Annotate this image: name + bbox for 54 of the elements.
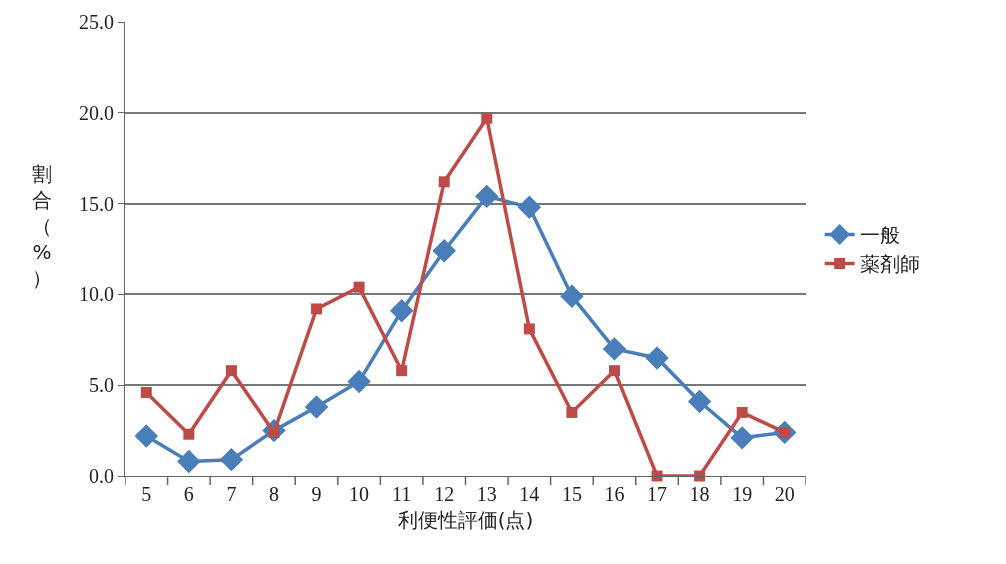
point (311, 303, 323, 315)
legend-label: 薬剤師 (859, 252, 920, 277)
point (687, 389, 712, 414)
x-tick-label: 7 (226, 483, 237, 505)
y-tick-label: 5.0 (89, 374, 114, 397)
x-tick-label: 13 (476, 483, 497, 505)
x-tick-label: 14 (519, 483, 540, 505)
point (730, 426, 754, 450)
x-tick-label: 19 (732, 483, 753, 505)
x-tick-label: 5 (141, 483, 152, 505)
point (140, 386, 152, 398)
point (304, 395, 329, 419)
x-tick-label: 16 (604, 483, 625, 505)
legend-label: 一般 (859, 223, 900, 248)
point (694, 470, 706, 482)
x-tick-label: 12 (434, 483, 455, 505)
x-axis-title: 利便性評価(点) (397, 507, 534, 532)
point (736, 406, 748, 418)
point (475, 184, 499, 209)
point (517, 195, 542, 219)
point (560, 284, 584, 308)
x-tick-label: 6 (183, 483, 194, 505)
point (219, 447, 244, 472)
point (177, 449, 201, 474)
x-tick-label: 18 (689, 483, 710, 505)
y-tick-label: 20.0 (79, 101, 114, 124)
point (438, 176, 450, 188)
point (481, 112, 493, 124)
point (353, 281, 365, 293)
point (523, 323, 535, 335)
point (396, 365, 408, 377)
y-tick-label: 15.0 (79, 192, 114, 215)
point (389, 299, 414, 323)
x-tick-label: 20 (774, 483, 795, 505)
y-axis-title: 割合（%） (32, 162, 52, 290)
y-tick-label: 0.0 (89, 465, 114, 487)
point (645, 346, 669, 370)
point (134, 424, 158, 448)
point (566, 406, 578, 418)
x-tick-label: 9 (311, 483, 322, 505)
x-tick-label: 8 (268, 483, 279, 505)
x-tick-label: 15 (561, 483, 582, 505)
y-tick-label: 10.0 (79, 283, 114, 306)
point (225, 365, 237, 377)
x-tick-label: 11 (392, 483, 412, 505)
x-tick-label: 17 (647, 483, 668, 505)
point (183, 428, 195, 440)
point (347, 369, 371, 394)
x-tick-label: 10 (349, 483, 370, 505)
point (651, 470, 663, 482)
point (602, 337, 627, 361)
point (608, 365, 620, 377)
y-tick-label: 25.0 (79, 11, 114, 33)
point (432, 239, 456, 263)
